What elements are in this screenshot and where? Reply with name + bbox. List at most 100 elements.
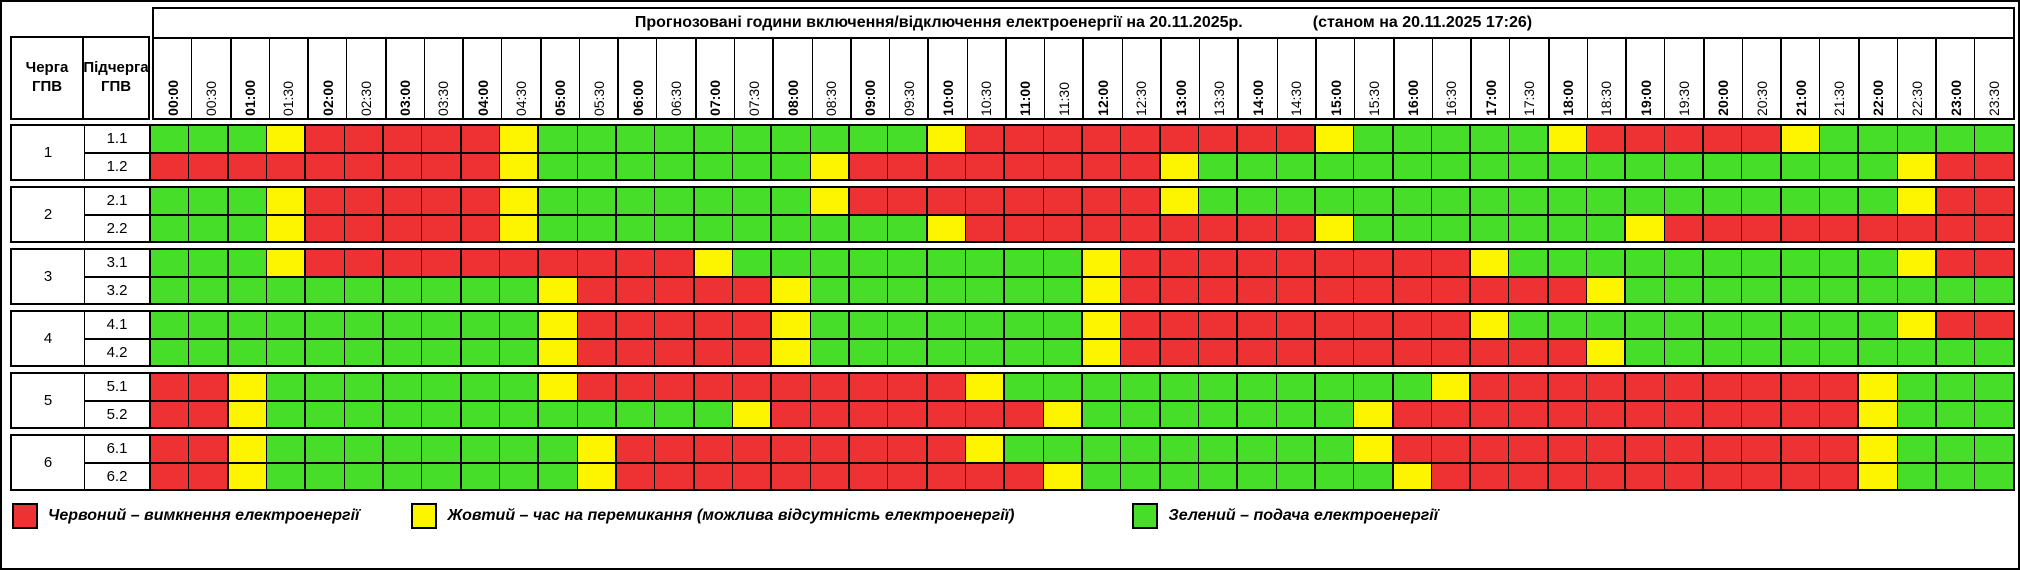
schedule-cell: [1663, 126, 1703, 152]
schedule-cell: [1702, 250, 1742, 276]
schedule-cell: [1741, 126, 1780, 152]
schedule-cell: [654, 277, 693, 303]
schedule-cell: [1586, 126, 1625, 152]
schedule-cell: [1391, 188, 1431, 214]
schedule-cell: [692, 153, 732, 179]
schedule-cell: [1741, 153, 1780, 179]
schedule-cell: [887, 188, 926, 214]
time-label-text: 16:30: [1443, 80, 1460, 116]
schedule-cell: [692, 401, 732, 427]
schedule-cell: [887, 126, 926, 152]
schedule-cell: [1896, 215, 1936, 241]
schedule-cell: [1275, 250, 1314, 276]
schedule-cell: [1042, 250, 1081, 276]
schedule-cell: [847, 436, 888, 462]
schedule-cell: [459, 401, 499, 427]
subqueue-label: 3.2: [85, 277, 151, 303]
schedule-cell: [1624, 277, 1664, 303]
schedule-cell: [1508, 312, 1547, 338]
schedule-cell: [1430, 436, 1470, 462]
schedule-cell: [1080, 339, 1121, 365]
schedule-cell: [188, 463, 227, 489]
time-labels-row: 00:00 00:30 01:00 01:30 02:00 02:30 03:00 03:30…: [154, 39, 2013, 118]
schedule-cell: [304, 215, 344, 241]
schedule-cell: [304, 401, 344, 427]
schedule-cell: [1624, 215, 1664, 241]
schedule-cell: [265, 374, 305, 400]
schedule-cell: [1935, 312, 1975, 338]
schedule-cell: [1469, 153, 1509, 179]
schedule-cell: [1896, 312, 1936, 338]
time-label-10:00: 10:00: [927, 39, 966, 118]
schedule-cell: [770, 188, 810, 214]
schedule-cell: [1974, 215, 2013, 241]
schedule-cell: [1275, 277, 1314, 303]
schedule-cell: [1857, 188, 1897, 214]
schedule-cell: [847, 126, 888, 152]
schedule-cell: [1546, 126, 1587, 152]
schedule-cell: [614, 215, 655, 241]
schedule-cell: [1974, 153, 2013, 179]
schedule-cell: [151, 250, 189, 276]
schedule-cell: [1819, 250, 1858, 276]
schedule-cell: [1042, 463, 1081, 489]
schedule-cell: [1819, 153, 1858, 179]
schedule-cell: [1353, 463, 1392, 489]
schedule-cell: [421, 339, 460, 365]
time-label-text: 20:00: [1715, 80, 1732, 116]
time-label-23:30: 23:30: [1974, 39, 2012, 118]
slot-cells: [151, 153, 2013, 179]
schedule-cell: [151, 374, 189, 400]
schedule-cell: [1275, 401, 1314, 427]
schedule-cell: [1158, 463, 1198, 489]
schedule-cell: [770, 436, 810, 462]
schedule-cell: [498, 250, 538, 276]
schedule-cell: [731, 188, 771, 214]
schedule-row-5.2: 5.2: [85, 399, 2013, 427]
time-label-text: 22:00: [1870, 80, 1887, 116]
schedule-cell: [1003, 153, 1043, 179]
schedule-cell: [151, 188, 189, 214]
schedule-cell: [188, 250, 227, 276]
schedule-cell: [964, 126, 1004, 152]
title-bar: Прогнозовані години включення/відключенн…: [154, 9, 2013, 39]
schedule-cell: [1819, 215, 1858, 241]
schedule-cell: [614, 401, 655, 427]
queue-label: 5: [12, 374, 85, 427]
schedule-cell: [1430, 339, 1470, 365]
schedule-row-3.1: 3.1: [85, 250, 2013, 276]
schedule-cell: [614, 339, 655, 365]
schedule-cell: [614, 277, 655, 303]
time-label-text: 03:30: [435, 80, 452, 116]
subqueue-label: 2.2: [85, 215, 151, 241]
schedule-cell: [304, 250, 344, 276]
schedule-cell: [1663, 250, 1703, 276]
schedule-cell: [1935, 153, 1975, 179]
schedule-cell: [343, 374, 382, 400]
schedule-cell: [1702, 215, 1742, 241]
schedule-cell: [1546, 339, 1587, 365]
schedule-cell: [1779, 312, 1820, 338]
schedule-cell: [1779, 374, 1820, 400]
schedule-cell: [614, 126, 655, 152]
schedule-cell: [537, 436, 577, 462]
schedule-cell: [1080, 188, 1121, 214]
time-label-22:30: 22:30: [1896, 39, 1935, 118]
schedule-cell: [226, 339, 266, 365]
schedule-cell: [809, 188, 848, 214]
schedule-cell: [1663, 153, 1703, 179]
schedule-cell: [1702, 277, 1742, 303]
schedule-cell: [1313, 436, 1354, 462]
queue-rows: 2.1 2.2: [85, 188, 2013, 241]
schedule-cell: [1236, 339, 1276, 365]
schedule-cell: [1236, 215, 1276, 241]
schedule-cell: [692, 126, 732, 152]
schedule-cell: [925, 312, 965, 338]
schedule-cell: [1586, 153, 1625, 179]
schedule-cell: [188, 153, 227, 179]
schedule-cell: [847, 215, 888, 241]
schedule-cell: [1508, 126, 1547, 152]
schedule-cell: [692, 463, 732, 489]
schedule-cell: [343, 339, 382, 365]
schedule-cell: [887, 436, 926, 462]
